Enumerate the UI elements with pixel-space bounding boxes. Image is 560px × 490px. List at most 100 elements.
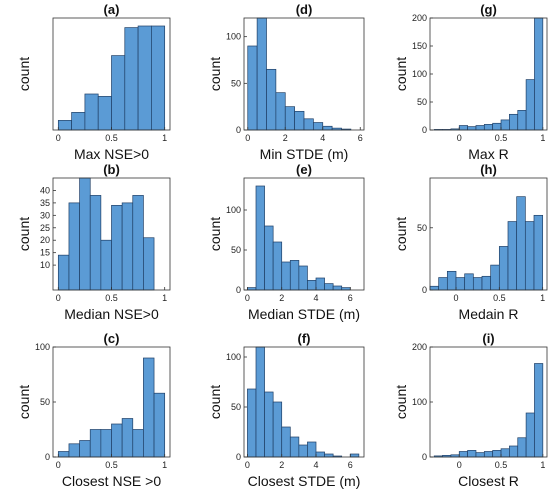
y-tick-label: 50 (40, 397, 50, 407)
histogram-bar (298, 265, 308, 291)
x-tick-label: 0.5 (105, 133, 118, 143)
y-tick-label: 200 (412, 342, 427, 352)
histogram-bar (255, 346, 265, 458)
panel-title: (a) (104, 2, 120, 17)
histogram-bar (256, 17, 267, 131)
y-tick-label: 50 (231, 402, 241, 412)
histogram-bar (475, 125, 485, 131)
histogram-bar (315, 451, 325, 458)
y-tick-label: 30 (40, 210, 50, 220)
histogram-bar (481, 275, 492, 291)
histogram-bar (322, 125, 333, 131)
panel-6: 0 0.5 1 0 50 (h) Medain R count (393, 162, 548, 322)
histogram-bar (266, 68, 277, 131)
histogram-bar (100, 429, 112, 458)
histogram-bar (492, 450, 502, 458)
histogram-bar (534, 17, 544, 131)
x-tick-label: 1 (162, 133, 167, 143)
histogram-bar (132, 429, 144, 458)
histogram-bar (289, 260, 300, 291)
histogram-bar (281, 426, 291, 458)
histogram-bar (153, 392, 166, 458)
histogram-bar (289, 436, 300, 458)
histogram-bar (124, 27, 139, 131)
histogram-bar (79, 440, 91, 458)
histogram-bar (121, 202, 134, 291)
histogram-bar (89, 195, 102, 291)
x-tick-label: 0 (457, 133, 462, 143)
y-tick-label: 0 (236, 285, 241, 295)
x-tick-label: 6 (348, 460, 353, 470)
x-tick-label: 4 (313, 293, 318, 303)
plot-frame (243, 17, 365, 131)
panel-3: 0 0.5 1 0 50 100 150 200 (g) Max R count (393, 2, 548, 162)
x-tick-label: 2 (279, 293, 284, 303)
y-tick-label: 200 (412, 13, 427, 23)
x-tick-label: 0.5 (105, 460, 118, 470)
x-tick-label: 0 (56, 133, 61, 143)
histogram-bar (272, 241, 283, 291)
histogram-bar (111, 205, 123, 291)
histogram-bar (307, 441, 317, 458)
y-tick-label: 40 (40, 185, 50, 195)
x-tick-label: 0.5 (105, 293, 118, 303)
x-tick-label: 0.5 (495, 133, 508, 143)
plot-frame (243, 346, 365, 458)
panel-2: 0 2 4 6 0 50 100 (d) Min STDE (m) count (207, 2, 365, 162)
plot-frame (429, 177, 548, 291)
histogram-bar (467, 450, 477, 458)
histogram-bar (524, 221, 535, 291)
histogram-bar (500, 448, 510, 458)
y-tick-label: 0 (422, 125, 427, 135)
x-tick-label: 0 (56, 460, 61, 470)
histogram-bar (247, 45, 258, 131)
histogram-bar (151, 25, 166, 131)
panel-title: (f) (298, 331, 311, 346)
histogram-bar (446, 270, 457, 291)
y-tick-label: 0 (422, 285, 427, 295)
x-axis-label: Medain R (459, 306, 519, 322)
histogram-bar (272, 401, 283, 458)
x-tick-label: 4 (320, 133, 325, 143)
histogram-bar (509, 113, 519, 131)
histogram-bar (533, 214, 544, 291)
panel-title: (i) (482, 331, 494, 346)
panel-9: 0 0.5 1 0 100 200 (i) Closest R count (393, 331, 548, 489)
histogram-bar (525, 412, 535, 458)
y-axis-label: count (16, 217, 32, 251)
histogram-bar (111, 423, 123, 458)
histogram-bar (475, 452, 485, 458)
histogram-bar (281, 261, 291, 291)
y-tick-label: 100 (226, 352, 241, 362)
histogram-bar (458, 125, 468, 131)
y-axis-label: count (207, 385, 223, 419)
x-tick-label: 0 (457, 460, 462, 470)
x-tick-label: 0.5 (495, 460, 508, 470)
x-axis-label: Median NSE>0 (64, 306, 159, 322)
x-tick-label: 0 (245, 293, 250, 303)
x-tick-label: 1 (162, 293, 167, 303)
histogram-bar (464, 273, 474, 291)
histogram-bar (97, 96, 112, 131)
histogram-bar (121, 418, 134, 458)
panel-title: (e) (296, 162, 312, 177)
histogram-bar (264, 225, 274, 291)
y-axis-label: count (207, 57, 223, 91)
plot-frame (243, 177, 365, 291)
histogram-bar (534, 363, 544, 458)
histogram-bar (349, 453, 360, 458)
y-tick-label: 15 (40, 248, 50, 258)
histogram-bar (275, 92, 286, 131)
histogram-bar (143, 357, 155, 458)
y-tick-label: 50 (231, 78, 241, 88)
x-tick-label: 1 (162, 460, 167, 470)
histogram-bar (247, 388, 257, 458)
y-axis-label: count (207, 217, 223, 251)
y-tick-label: 100 (412, 69, 427, 79)
histogram-bar (517, 110, 527, 131)
y-tick-label: 100 (226, 205, 241, 215)
histogram-bar (492, 122, 502, 131)
x-tick-label: 0 (245, 133, 250, 143)
histogram-bar (438, 277, 448, 291)
histogram-bar (516, 196, 526, 291)
